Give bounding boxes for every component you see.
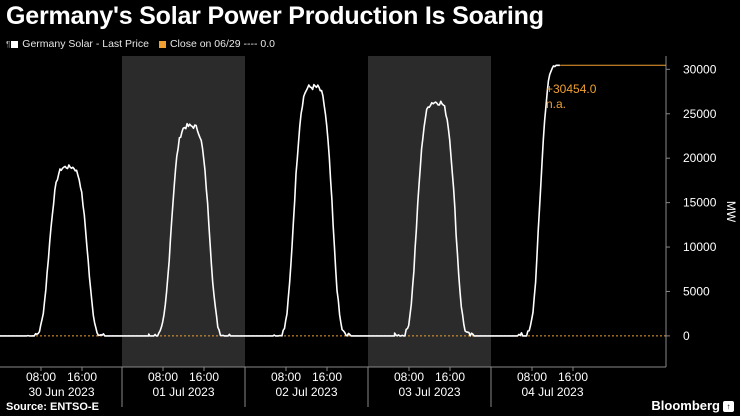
annotation-close-na: n.a. [546, 97, 566, 111]
day-shading [122, 56, 491, 367]
source-note: Source: ENTSO-E [6, 401, 99, 413]
legend-item-close: Close on 06/29 ---- 0.0 [158, 38, 275, 50]
y-tick-label: 10000 [683, 240, 717, 254]
hour-tick-label: 16:00 [435, 370, 465, 384]
hour-tick-label: 08:00 [148, 370, 178, 384]
legend-swatch-solar [11, 40, 19, 48]
chart-title: Germany's Solar Power Production Is Soar… [6, 2, 544, 30]
hour-tick-label: 08:00 [271, 370, 301, 384]
legend-item-solar: ¶ Germany Solar - Last Price [6, 38, 149, 50]
y-tick-label: 25000 [683, 107, 717, 121]
series [0, 64, 666, 337]
y-tick-label: 30000 [683, 62, 717, 76]
labels: 0 5000 10000 15000 20000 25000 30000 MW 08:00 16:… [26, 62, 738, 399]
shade-1 [122, 56, 245, 367]
legend-label-close: Close on 06/29 ---- 0.0 [169, 38, 275, 50]
hour-tick-label: 16:00 [189, 370, 219, 384]
bloomberg-logo: Bloomberg [651, 398, 720, 413]
shade-3 [368, 56, 491, 367]
hour-tick-label: 08:00 [517, 370, 547, 384]
y-axis-label: MW [724, 201, 738, 223]
share-icon[interactable]: ↑ [723, 401, 734, 412]
y-tick-label: 20000 [683, 151, 717, 165]
legend-swatch-close [158, 40, 166, 48]
day-label: 30 Jun 2023 [28, 385, 94, 399]
hour-tick-label: 08:00 [26, 370, 56, 384]
legend-label-solar: Germany Solar - Last Price [22, 38, 149, 50]
day-label: 02 Jul 2023 [275, 385, 337, 399]
day-label: 04 Jul 2023 [521, 385, 583, 399]
hour-tick-label: 16:00 [558, 370, 588, 384]
day-label: 01 Jul 2023 [152, 385, 214, 399]
legend: ¶ Germany Solar - Last Price Close on 06… [6, 38, 285, 50]
y-tick-label: 5000 [683, 284, 710, 298]
hour-tick-label: 08:00 [394, 370, 424, 384]
hour-tick-label: 16:00 [67, 370, 97, 384]
legend-glyph: ¶ [6, 39, 11, 49]
series-solar-line [0, 64, 560, 337]
annotation-last-value: +30454.0 [546, 82, 597, 96]
hour-tick-label: 16:00 [312, 370, 342, 384]
axes [0, 56, 670, 407]
y-tick-label: 15000 [683, 196, 717, 210]
day-label: 03 Jul 2023 [398, 385, 460, 399]
y-tick-label: 0 [683, 329, 690, 343]
